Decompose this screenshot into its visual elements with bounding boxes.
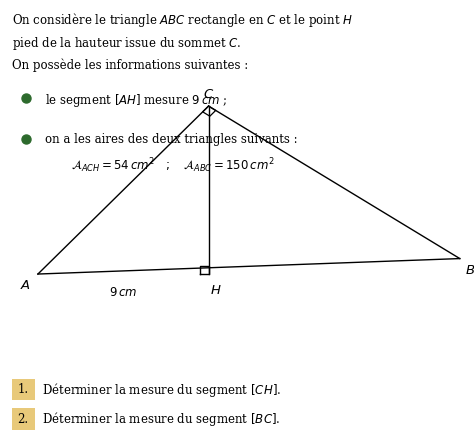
FancyBboxPatch shape <box>12 408 35 430</box>
Text: $B$: $B$ <box>465 264 474 277</box>
Text: $\mathcal{A}_{ACH} = 54\,cm^2 \quad ; \quad \mathcal{A}_{ABC} = 150\,cm^2$: $\mathcal{A}_{ACH} = 54\,cm^2 \quad ; \q… <box>71 156 275 175</box>
Text: $A$: $A$ <box>20 279 31 292</box>
Text: le segment $[AH]$ mesure $9\,cm$ ;: le segment $[AH]$ mesure $9\,cm$ ; <box>45 92 228 109</box>
Text: Déterminer la mesure du segment $[BC]$.: Déterminer la mesure du segment $[BC]$. <box>42 410 280 428</box>
Text: 2.: 2. <box>18 412 29 426</box>
Text: pied de la hauteur issue du sommet $C$.: pied de la hauteur issue du sommet $C$. <box>12 35 241 52</box>
Text: $9\,cm$: $9\,cm$ <box>109 286 137 299</box>
Text: On considère le triangle $ABC$ rectangle en $C$ et le point $H$: On considère le triangle $ABC$ rectangle… <box>12 11 353 29</box>
Text: 1.: 1. <box>18 383 29 396</box>
Text: $C$: $C$ <box>203 88 214 101</box>
Text: Déterminer la mesure du segment $[CH]$.: Déterminer la mesure du segment $[CH]$. <box>42 381 281 399</box>
Text: $H$: $H$ <box>210 284 221 297</box>
Text: On possède les informations suivantes :: On possède les informations suivantes : <box>12 59 248 72</box>
FancyBboxPatch shape <box>12 379 35 400</box>
Text: on a les aires des deux triangles suivants :: on a les aires des deux triangles suivan… <box>45 133 298 146</box>
